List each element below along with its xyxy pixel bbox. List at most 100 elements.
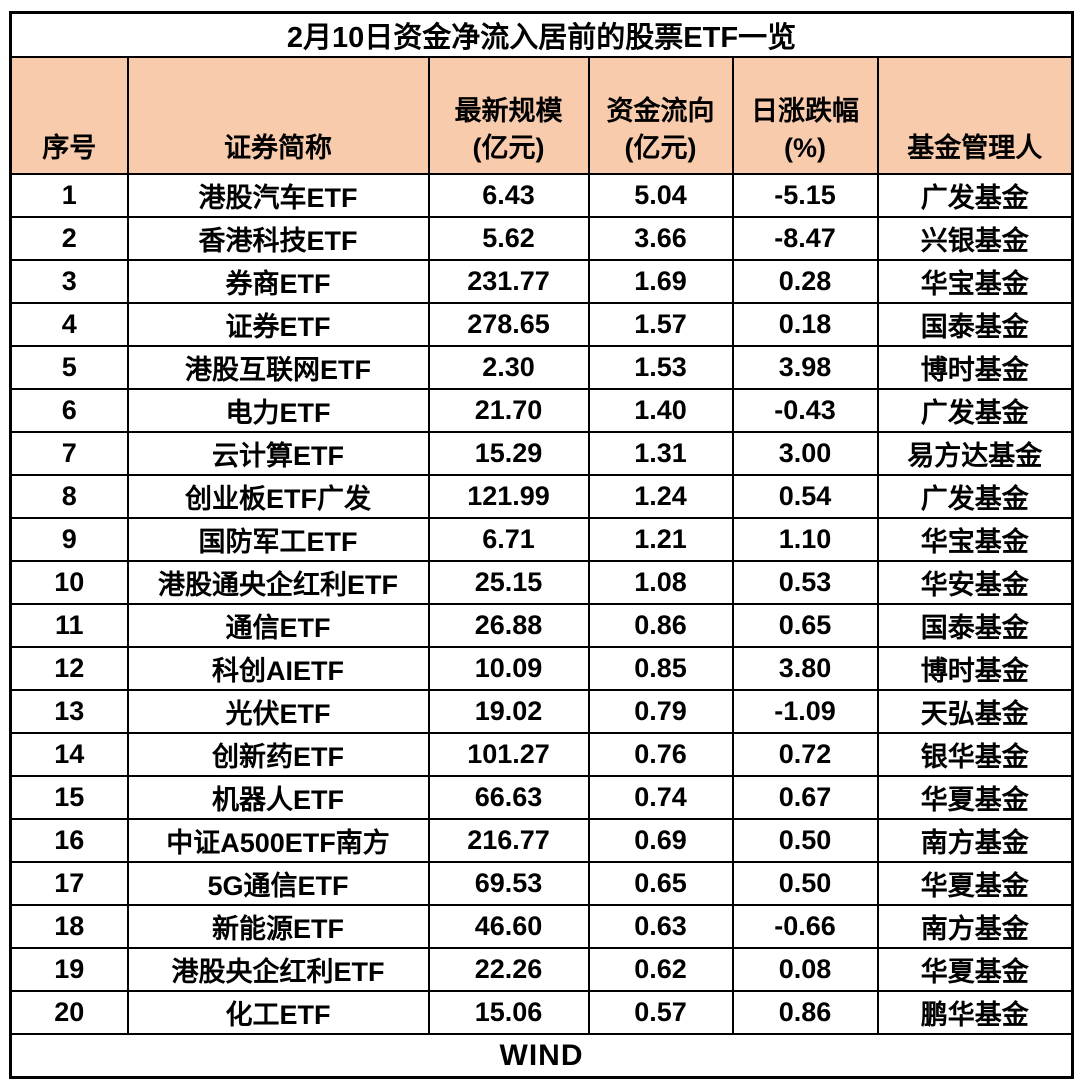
cell-flow: 0.85 <box>587 646 734 691</box>
table-row: 19 港股央企红利ETF 22.26 0.62 0.08 华夏基金 <box>9 947 1074 992</box>
cell-change: 0.50 <box>731 861 879 906</box>
table-row: 15 机器人ETF 66.63 0.74 0.67 华夏基金 <box>9 775 1074 820</box>
cell-change: 0.67 <box>731 775 879 820</box>
cell-index: 14 <box>9 732 129 777</box>
cell-change: 0.54 <box>731 474 879 519</box>
cell-index: 5 <box>9 345 129 390</box>
table-row: 11 通信ETF 26.88 0.86 0.65 国泰基金 <box>9 603 1074 648</box>
cell-name: 创业板ETF广发 <box>126 474 430 519</box>
table-row: 9 国防军工ETF 6.71 1.21 1.10 华宝基金 <box>9 517 1074 562</box>
cell-manager: 银华基金 <box>876 732 1074 777</box>
cell-change: -0.43 <box>731 388 879 433</box>
cell-manager: 国泰基金 <box>876 603 1074 648</box>
cell-change: 0.18 <box>731 302 879 347</box>
cell-index: 9 <box>9 517 129 562</box>
table-row: 7 云计算ETF 15.29 1.31 3.00 易方达基金 <box>9 431 1074 476</box>
table-title: 2月10日资金净流入居前的股票ETF一览 <box>9 11 1074 58</box>
cell-change: 3.80 <box>731 646 879 691</box>
cell-name: 云计算ETF <box>126 431 430 476</box>
cell-manager: 兴银基金 <box>876 216 1074 261</box>
table-row: 1 港股汽车ETF 6.43 5.04 -5.15 广发基金 <box>9 173 1074 218</box>
cell-index: 2 <box>9 216 129 261</box>
cell-flow: 1.40 <box>587 388 734 433</box>
table-row: 14 创新药ETF 101.27 0.76 0.72 银华基金 <box>9 732 1074 777</box>
table-row: 12 科创AIETF 10.09 0.85 3.80 博时基金 <box>9 646 1074 691</box>
cell-name: 港股央企红利ETF <box>126 947 430 992</box>
cell-name: 化工ETF <box>126 990 430 1035</box>
cell-name: 港股互联网ETF <box>126 345 430 390</box>
cell-change: -1.09 <box>731 689 879 734</box>
cell-scale: 278.65 <box>427 302 590 347</box>
cell-flow: 1.08 <box>587 560 734 605</box>
cell-scale: 121.99 <box>427 474 590 519</box>
cell-scale: 19.02 <box>427 689 590 734</box>
table-row: 18 新能源ETF 46.60 0.63 -0.66 南方基金 <box>9 904 1074 949</box>
cell-change: 3.98 <box>731 345 879 390</box>
cell-flow: 0.76 <box>587 732 734 777</box>
cell-index: 3 <box>9 259 129 304</box>
cell-change: -0.66 <box>731 904 879 949</box>
cell-name: 科创AIETF <box>126 646 430 691</box>
cell-name: 中证A500ETF南方 <box>126 818 430 863</box>
table-row: 2 香港科技ETF 5.62 3.66 -8.47 兴银基金 <box>9 216 1074 261</box>
cell-manager: 华宝基金 <box>876 259 1074 304</box>
cell-change: -8.47 <box>731 216 879 261</box>
cell-index: 6 <box>9 388 129 433</box>
cell-index: 7 <box>9 431 129 476</box>
cell-scale: 10.09 <box>427 646 590 691</box>
cell-manager: 鹏华基金 <box>876 990 1074 1035</box>
cell-name: 电力ETF <box>126 388 430 433</box>
cell-index: 10 <box>9 560 129 605</box>
cell-name: 港股汽车ETF <box>126 173 430 218</box>
cell-manager: 易方达基金 <box>876 431 1074 476</box>
cell-name: 香港科技ETF <box>126 216 430 261</box>
cell-name: 新能源ETF <box>126 904 430 949</box>
cell-flow: 0.57 <box>587 990 734 1035</box>
cell-change: 0.65 <box>731 603 879 648</box>
cell-manager: 国泰基金 <box>876 302 1074 347</box>
cell-index: 18 <box>9 904 129 949</box>
table-row: 16 中证A500ETF南方 216.77 0.69 0.50 南方基金 <box>9 818 1074 863</box>
cell-index: 19 <box>9 947 129 992</box>
table-row: 6 电力ETF 21.70 1.40 -0.43 广发基金 <box>9 388 1074 433</box>
cell-flow: 0.86 <box>587 603 734 648</box>
cell-scale: 101.27 <box>427 732 590 777</box>
cell-name: 光伏ETF <box>126 689 430 734</box>
table-row: 5 港股互联网ETF 2.30 1.53 3.98 博时基金 <box>9 345 1074 390</box>
title-row: 2月10日资金净流入居前的股票ETF一览 <box>9 11 1074 58</box>
column-header-change: 日涨跌幅 (%) <box>731 56 879 175</box>
cell-scale: 25.15 <box>427 560 590 605</box>
cell-change: 3.00 <box>731 431 879 476</box>
cell-scale: 22.26 <box>427 947 590 992</box>
cell-flow: 0.69 <box>587 818 734 863</box>
cell-manager: 南方基金 <box>876 904 1074 949</box>
cell-flow: 1.53 <box>587 345 734 390</box>
table-row: 8 创业板ETF广发 121.99 1.24 0.54 广发基金 <box>9 474 1074 519</box>
cell-change: 0.72 <box>731 732 879 777</box>
cell-scale: 6.71 <box>427 517 590 562</box>
cell-flow: 1.21 <box>587 517 734 562</box>
cell-scale: 5.62 <box>427 216 590 261</box>
cell-flow: 1.69 <box>587 259 734 304</box>
cell-scale: 2.30 <box>427 345 590 390</box>
cell-index: 12 <box>9 646 129 691</box>
cell-name: 机器人ETF <box>126 775 430 820</box>
cell-change: 0.53 <box>731 560 879 605</box>
cell-name: 5G通信ETF <box>126 861 430 906</box>
cell-manager: 华夏基金 <box>876 947 1074 992</box>
cell-scale: 66.63 <box>427 775 590 820</box>
cell-manager: 华安基金 <box>876 560 1074 605</box>
header-row: 序号 证券简称 最新规模 (亿元) 资金流向 (亿元) 日涨跌幅 (%) 基金管理人 <box>9 56 1074 175</box>
cell-manager: 博时基金 <box>876 646 1074 691</box>
cell-flow: 0.62 <box>587 947 734 992</box>
cell-flow: 0.65 <box>587 861 734 906</box>
cell-manager: 广发基金 <box>876 173 1074 218</box>
footer-row: WIND <box>9 1033 1074 1079</box>
cell-scale: 69.53 <box>427 861 590 906</box>
cell-name: 券商ETF <box>126 259 430 304</box>
cell-index: 11 <box>9 603 129 648</box>
table-row: 4 证券ETF 278.65 1.57 0.18 国泰基金 <box>9 302 1074 347</box>
cell-scale: 216.77 <box>427 818 590 863</box>
cell-change: -5.15 <box>731 173 879 218</box>
